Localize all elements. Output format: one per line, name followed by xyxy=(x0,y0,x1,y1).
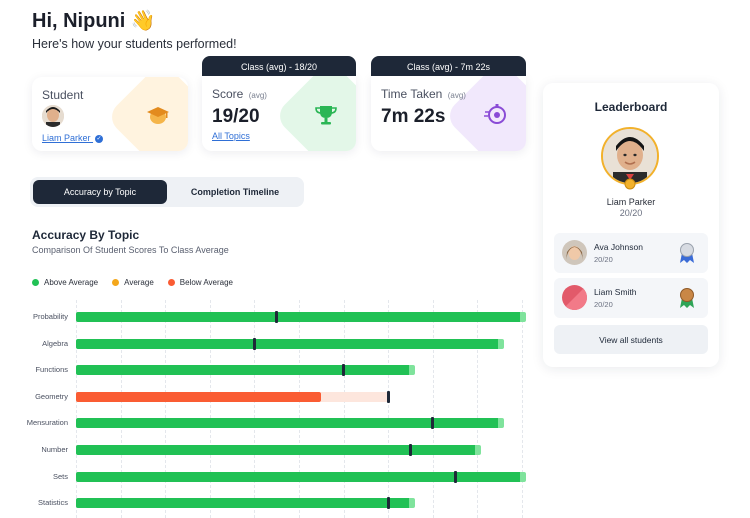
accuracy-chart: Probability Algebra Functions Geometry Mensu… xyxy=(0,300,540,518)
class-average-marker xyxy=(431,417,435,430)
grid-line xyxy=(209,300,211,518)
leaderboard-item-score: 20/20 xyxy=(594,255,613,264)
gap-to-average-bar xyxy=(321,391,389,402)
class-average-marker xyxy=(342,364,346,377)
greeting-title: Hi, Nipuni 👋 xyxy=(32,10,156,32)
class-average-marker xyxy=(252,337,256,350)
all-topics-link[interactable]: All Topics xyxy=(212,131,250,141)
bronze-ribbon-icon xyxy=(678,287,696,309)
time-label-suffix: (avg) xyxy=(447,91,466,100)
graduation-cap-icon xyxy=(144,101,172,129)
gold-medal-icon xyxy=(622,174,638,190)
student-label: Student xyxy=(42,88,84,102)
student-score-bar[interactable] xyxy=(76,498,411,509)
grid-line xyxy=(432,300,434,518)
score-label-suffix: (avg) xyxy=(248,91,267,100)
student-score-bar[interactable] xyxy=(76,391,322,402)
timer-icon xyxy=(482,100,510,128)
topic-label: Geometry xyxy=(35,391,68,401)
grid-line xyxy=(522,300,523,518)
student-avatar xyxy=(42,105,64,127)
legend-average-label: Average xyxy=(124,278,154,287)
topic-label: Probability xyxy=(32,312,68,321)
student-score-bar[interactable] xyxy=(76,365,411,376)
topic-label: Mensuration xyxy=(26,418,68,428)
legend-above-label: Above Average xyxy=(44,278,99,287)
student-score-bar[interactable] xyxy=(76,445,478,455)
bar-end-cap xyxy=(408,498,415,509)
leaderboard-item-name: Ava Johnson xyxy=(594,242,643,252)
score-card: Score (avg) 19/20 All Topics xyxy=(202,76,356,151)
leaderboard-panel: Leaderboard Liam Parker 20/20 Ava Johnso… xyxy=(543,83,719,367)
time-label: Time Taken (avg) xyxy=(381,87,466,101)
class-average-marker xyxy=(386,390,390,403)
legend-average-dot xyxy=(112,279,120,286)
section-subtitle: Comparison Of Student Scores To Class Av… xyxy=(32,245,229,255)
time-value: 7m 22s xyxy=(381,106,446,127)
top-student-score: 20/20 xyxy=(619,208,643,218)
topic-label: Statistics xyxy=(37,498,68,508)
time-class-average-tag: Class (avg) - 7m 22s xyxy=(371,56,526,78)
bar-end-cap xyxy=(475,445,482,455)
silver-ribbon-icon xyxy=(678,242,696,264)
grid-line xyxy=(299,300,300,518)
topic-label: Functions xyxy=(35,365,68,375)
leaderboard-item-score: 20/20 xyxy=(594,300,613,309)
legend-below: Below Average xyxy=(167,278,234,287)
liam-smith-avatar xyxy=(562,285,587,310)
student-score-bar[interactable] xyxy=(76,338,500,349)
grid-line xyxy=(165,300,167,518)
class-average-marker xyxy=(409,444,412,456)
time-label-text: Time Taken xyxy=(381,87,443,101)
score-value: 19/20 xyxy=(212,106,260,127)
grid-line xyxy=(76,300,77,518)
bar-end-cap xyxy=(497,338,504,349)
bar-end-cap xyxy=(520,312,526,322)
ava-johnson-avatar xyxy=(562,240,587,265)
legend-above: Above Average xyxy=(32,278,98,287)
topic-label: Algebra xyxy=(42,338,68,348)
legend-below-dot xyxy=(167,279,175,286)
grid-line xyxy=(343,300,345,518)
section-title: Accuracy By Topic xyxy=(32,228,140,242)
student-card: Student Liam Parker ✓ xyxy=(32,77,188,151)
class-average-marker xyxy=(386,497,390,510)
student-score-bar[interactable] xyxy=(76,312,522,322)
score-label-text: Score xyxy=(212,87,244,101)
chart-legend: Above Average Average Below Average xyxy=(32,278,233,287)
time-card: Time Taken (avg) 7m 22s xyxy=(371,76,526,151)
view-tabs: Accuracy by Topic Completion Timeline xyxy=(30,177,304,207)
legend-below-label: Below Average xyxy=(179,278,234,287)
top-student-name: Liam Parker xyxy=(606,197,656,207)
legend-above-dot xyxy=(32,279,39,286)
leaderboard-title: Leaderboard xyxy=(594,100,668,114)
leaderboard-item[interactable]: Liam Smith 20/20 xyxy=(554,278,708,318)
topic-label: Number xyxy=(41,445,68,454)
score-label: Score (avg) xyxy=(212,87,267,101)
class-average-marker xyxy=(275,311,279,323)
trophy-icon xyxy=(312,100,340,128)
grid-line xyxy=(477,300,479,518)
student-score-bar[interactable] xyxy=(76,471,522,482)
bar-end-cap xyxy=(497,418,504,429)
view-all-students-button[interactable]: View all students xyxy=(554,325,708,354)
student-name-link[interactable]: Liam Parker ✓ xyxy=(42,133,104,143)
student-name: Liam Parker xyxy=(42,133,91,143)
tab-accuracy-by-topic[interactable]: Accuracy by Topic xyxy=(33,180,167,204)
tab-completion-timeline[interactable]: Completion Timeline xyxy=(190,187,280,197)
bar-end-cap xyxy=(408,365,415,376)
grid-line xyxy=(254,300,256,518)
class-average-marker xyxy=(453,470,457,483)
grid-line xyxy=(388,300,390,518)
bar-end-cap xyxy=(520,471,526,482)
leaderboard-item-name: Liam Smith xyxy=(594,287,637,297)
greeting-subtitle: Here's how your students performed! xyxy=(32,37,237,51)
legend-average: Average xyxy=(112,278,154,287)
topic-label: Sets xyxy=(52,471,68,481)
score-class-average-tag: Class (avg) - 18/20 xyxy=(202,56,356,78)
leaderboard-item[interactable]: Ava Johnson 20/20 xyxy=(554,233,708,273)
grid-line xyxy=(120,300,122,518)
verified-icon: ✓ xyxy=(95,134,104,143)
student-score-bar[interactable] xyxy=(76,418,500,429)
